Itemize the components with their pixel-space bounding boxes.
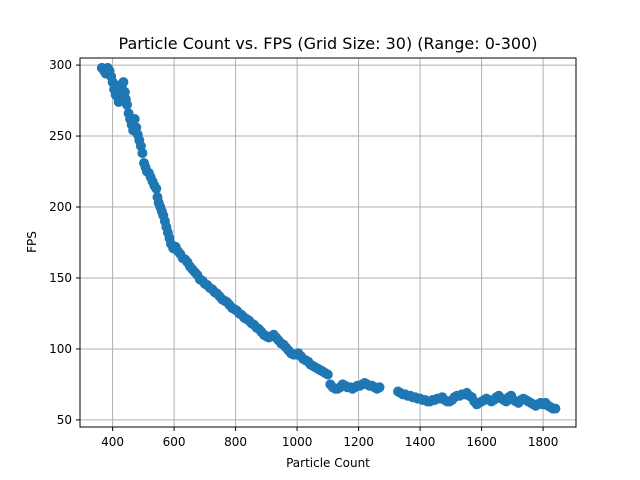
y-tick-label: 150 — [49, 271, 72, 285]
data-point — [137, 148, 148, 159]
y-tick-label: 250 — [49, 129, 72, 143]
y-tick-label: 200 — [49, 200, 72, 214]
chart-title: Particle Count vs. FPS (Grid Size: 30) (… — [119, 34, 538, 53]
y-tick-label: 100 — [49, 342, 72, 356]
data-point — [118, 77, 129, 88]
y-axis-label: FPS — [25, 231, 39, 253]
data-point — [151, 183, 162, 194]
x-tick-label: 1400 — [405, 435, 436, 449]
x-tick-label: 1600 — [466, 435, 497, 449]
x-axis-label: Particle Count — [286, 456, 370, 470]
data-points — [96, 62, 561, 414]
x-axis-ticks: 400 600 800 1000 1200 1400 1600 1800 — [101, 427, 558, 449]
x-tick-label: 800 — [224, 435, 247, 449]
x-tick-label: 1000 — [282, 435, 313, 449]
y-tick-label: 300 — [49, 58, 72, 72]
x-tick-label: 400 — [101, 435, 124, 449]
data-point — [129, 114, 140, 124]
data-point — [322, 369, 333, 380]
plot-frame — [79, 57, 577, 428]
y-axis-ticks: 50 100 150 200 250 300 — [49, 58, 80, 427]
x-tick-label: 1200 — [343, 435, 374, 449]
data-point — [374, 382, 385, 393]
x-tick-label: 600 — [163, 435, 186, 449]
data-point — [550, 403, 561, 414]
x-tick-label: 1800 — [528, 435, 559, 449]
data-point — [122, 99, 132, 110]
y-tick-label: 50 — [57, 413, 72, 427]
